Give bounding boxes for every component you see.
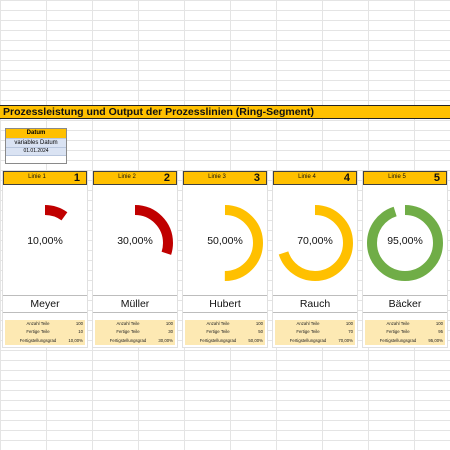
stats-table: Anzahl Teile 100 Fertige Teile 30 Fertigst… xyxy=(95,320,175,345)
stat-label: Fertigstellungsgrad xyxy=(19,337,57,343)
stat-value: 70 xyxy=(348,329,353,335)
stat-value: 100 xyxy=(345,321,353,326)
empty-cell[interactable] xyxy=(6,155,66,163)
operator-name: Hubert xyxy=(183,295,267,313)
stat-row: Fertige Teile 10 xyxy=(5,328,85,336)
stats-table: Anzahl Teile 100 Fertige Teile 95 Fertigst… xyxy=(365,320,445,345)
stat-value: 10,00% xyxy=(68,337,83,343)
ring-segment-chart xyxy=(7,205,83,281)
stat-row: Anzahl Teile 100 xyxy=(95,320,175,328)
operator-name: Müller xyxy=(93,295,177,313)
stat-value: 30,00% xyxy=(158,337,173,343)
percent-label: 50,00% xyxy=(207,235,243,247)
stat-label: Anzahl Teile xyxy=(116,321,140,326)
ring-value-segment xyxy=(277,205,353,281)
ring-value-segment xyxy=(187,205,263,281)
stat-value: 100 xyxy=(75,321,83,326)
stat-row: Anzahl Teile 100 xyxy=(365,320,445,328)
stat-value: 100 xyxy=(435,321,443,326)
card-header: Linie 5 5 xyxy=(363,171,447,185)
percent-label: 70,00% xyxy=(297,235,333,247)
ring-value-segment xyxy=(7,205,83,281)
date-label: variables Datum xyxy=(6,138,66,147)
card-header: Linie 3 3 xyxy=(183,171,267,185)
stat-label: Fertigstellungsgrad xyxy=(379,337,417,343)
stat-label: Anzahl Teile xyxy=(26,321,50,326)
ring-value-segment xyxy=(367,205,443,281)
line-number: 2 xyxy=(163,172,170,184)
card-header: Linie 1 1 xyxy=(3,171,87,185)
stat-label: Anzahl Teile xyxy=(206,321,230,326)
stat-row: Fertigstellungsgrad 50,00% xyxy=(185,337,265,345)
ring-segment-chart xyxy=(367,205,443,281)
date-selector: Datum variables Datum 01.01.2024 xyxy=(5,128,67,164)
line-card-3[interactable]: Linie 3 3 50,00% Hubert Anzahl Teile 100 … xyxy=(183,171,267,347)
percent-label: 10,00% xyxy=(27,235,63,247)
stat-value: 95,00% xyxy=(428,337,443,343)
line-number: 4 xyxy=(343,172,350,184)
stat-label: Anzahl Teile xyxy=(386,321,410,326)
stat-row: Fertigstellungsgrad 70,00% xyxy=(275,337,355,345)
stat-row: Fertige Teile 70 xyxy=(275,328,355,336)
line-card-2[interactable]: Linie 2 2 30,00% Müller Anzahl Teile 100 … xyxy=(93,171,177,347)
stats-table: Anzahl Teile 100 Fertige Teile 10 Fertigst… xyxy=(5,320,85,345)
stat-row: Fertige Teile 50 xyxy=(185,328,265,336)
stat-value: 95 xyxy=(438,329,443,335)
stat-row: Anzahl Teile 100 xyxy=(185,320,265,328)
stat-label: Fertige Teile xyxy=(386,329,410,335)
line-number: 1 xyxy=(73,172,80,184)
ring-value-segment xyxy=(97,205,173,281)
operator-name: Bäcker xyxy=(363,295,447,313)
line-label: Linie 2 xyxy=(118,174,136,180)
line-card-1[interactable]: Linie 1 1 10,00% Meyer Anzahl Teile 100 F… xyxy=(3,171,87,347)
stat-label: Fertigstellungsgrad xyxy=(109,337,147,343)
operator-name: Rauch xyxy=(273,295,357,313)
line-label: Linie 1 xyxy=(28,174,46,180)
stat-value: 30 xyxy=(168,329,173,335)
line-number: 5 xyxy=(433,172,440,184)
stat-row: Anzahl Teile 100 xyxy=(275,320,355,328)
stat-row: Fertige Teile 95 xyxy=(365,328,445,336)
stat-label: Anzahl Teile xyxy=(296,321,320,326)
stat-row: Fertigstellungsgrad 30,00% xyxy=(95,337,175,345)
line-card-4[interactable]: Linie 4 4 70,00% Rauch Anzahl Teile 100 F… xyxy=(273,171,357,347)
stat-value: 100 xyxy=(255,321,263,326)
stat-value: 50,00% xyxy=(248,337,263,343)
ring-segment-chart xyxy=(277,205,353,281)
line-label: Linie 4 xyxy=(298,174,316,180)
stat-value: 10 xyxy=(78,329,83,335)
line-card-5[interactable]: Linie 5 5 95,00% Bäcker Anzahl Teile 100 … xyxy=(363,171,447,347)
stats-table: Anzahl Teile 100 Fertige Teile 70 Fertigst… xyxy=(275,320,355,345)
stat-row: Fertigstellungsgrad 10,00% xyxy=(5,337,85,345)
percent-label: 30,00% xyxy=(117,235,153,247)
stat-label: Fertige Teile xyxy=(116,329,140,335)
stat-label: Fertige Teile xyxy=(296,329,320,335)
percent-label: 95,00% xyxy=(387,235,423,247)
card-header: Linie 2 2 xyxy=(93,171,177,185)
line-label: Linie 5 xyxy=(388,174,406,180)
date-input-cell[interactable]: 01.01.2024 xyxy=(6,147,66,155)
stat-label: Fertige Teile xyxy=(206,329,230,335)
stat-label: Fertigstellungsgrad xyxy=(289,337,327,343)
line-number: 3 xyxy=(253,172,260,184)
stat-row: Anzahl Teile 100 xyxy=(5,320,85,328)
stats-table: Anzahl Teile 100 Fertige Teile 50 Fertigst… xyxy=(185,320,265,345)
dashboard-title: Prozessleistung und Output der Prozessli… xyxy=(0,105,450,119)
date-header: Datum xyxy=(6,129,66,138)
operator-name: Meyer xyxy=(3,295,87,313)
stat-row: Fertigstellungsgrad 95,00% xyxy=(365,337,445,345)
stat-value: 100 xyxy=(165,321,173,326)
card-header: Linie 4 4 xyxy=(273,171,357,185)
stat-label: Fertigstellungsgrad xyxy=(199,337,237,343)
ring-segment-chart xyxy=(97,205,173,281)
line-label: Linie 3 xyxy=(208,174,226,180)
stat-label: Fertige Teile xyxy=(26,329,50,335)
stat-value: 50 xyxy=(258,329,263,335)
ring-segment-chart xyxy=(187,205,263,281)
stat-row: Fertige Teile 30 xyxy=(95,328,175,336)
stat-value: 70,00% xyxy=(338,337,353,343)
